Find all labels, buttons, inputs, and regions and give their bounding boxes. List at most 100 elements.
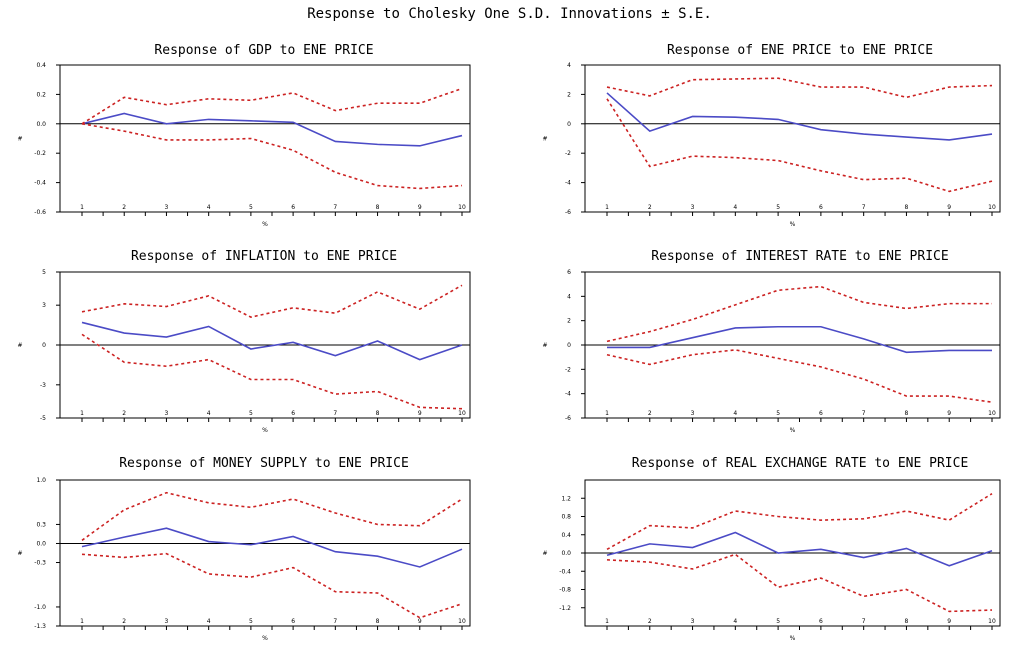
- x-tick-label: 5: [249, 410, 253, 417]
- y-tick-label: -0.4: [34, 180, 46, 187]
- x-tick-label: 10: [458, 204, 466, 211]
- x-tick-label: 2: [122, 204, 126, 211]
- y-tick-label: -0.8: [559, 587, 571, 594]
- x-tick-label: 10: [988, 204, 996, 211]
- x-axis-label: %: [790, 221, 796, 228]
- y-tick-label: -6: [565, 209, 571, 216]
- y-axis-label: #: [542, 550, 547, 557]
- x-tick-label: 4: [207, 618, 211, 625]
- y-tick-label: -2: [565, 366, 571, 373]
- upper-band-line: [606, 285, 992, 343]
- y-tick-label: 4: [567, 62, 571, 69]
- x-tick-label: 7: [862, 410, 866, 417]
- x-tick-label: 7: [333, 618, 337, 625]
- y-tick-label: 0.4: [36, 62, 46, 69]
- x-tick-label: 4: [733, 410, 737, 417]
- panel-title: Response of INFLATION to ENE PRICE: [131, 249, 397, 264]
- panel-title: Response of REAL EXCHANGE RATE to ENE PR…: [632, 456, 969, 471]
- x-tick-label: 5: [249, 204, 253, 211]
- lower-band-line: [606, 98, 993, 193]
- x-tick-label: 1: [605, 204, 609, 211]
- upper-band-line: [81, 284, 463, 318]
- x-tick-label: 5: [776, 204, 780, 211]
- y-tick-label: 0.4: [561, 532, 571, 539]
- y-tick-label: -3: [40, 382, 46, 389]
- lower-band-line: [606, 349, 993, 403]
- x-axis-label: %: [790, 427, 796, 434]
- x-tick-label: 5: [249, 618, 253, 625]
- y-tick-label: 4: [567, 293, 571, 300]
- x-tick-label: 7: [333, 410, 337, 417]
- x-axis-label: %: [262, 635, 268, 642]
- y-tick-label: -0.6: [34, 209, 46, 216]
- x-tick-label: 2: [648, 204, 652, 211]
- y-tick-label: -0.4: [559, 568, 571, 575]
- x-tick-label: 8: [376, 204, 380, 211]
- y-tick-label: -4: [565, 391, 571, 398]
- panel-title: Response of GDP to ENE PRICE: [154, 43, 373, 58]
- x-tick-label: 7: [862, 204, 866, 211]
- plot-frame: [59, 64, 471, 213]
- y-tick-label: -4: [565, 180, 571, 187]
- x-tick-label: 6: [819, 618, 823, 625]
- x-tick-label: 10: [458, 410, 466, 417]
- x-tick-label: 10: [458, 618, 466, 625]
- lower-band-line: [81, 123, 463, 190]
- y-axis-label: #: [17, 136, 22, 143]
- x-tick-label: 3: [691, 410, 695, 417]
- x-tick-label: 4: [733, 618, 737, 625]
- y-tick-label: 1.0: [36, 477, 46, 484]
- y-axis-label: #: [542, 136, 547, 143]
- panel-title: Response of INTEREST RATE to ENE PRICE: [651, 249, 948, 264]
- lower-band-line: [606, 553, 993, 613]
- y-tick-label: 0.0: [36, 540, 46, 547]
- y-tick-label: 0: [42, 342, 46, 349]
- plot-frame: [59, 479, 471, 627]
- x-tick-label: 5: [776, 618, 780, 625]
- y-tick-label: 0.8: [561, 514, 571, 521]
- x-tick-label: 9: [418, 410, 422, 417]
- y-axis-label: #: [542, 342, 547, 349]
- y-tick-label: -0.3: [34, 560, 46, 567]
- x-tick-label: 9: [418, 204, 422, 211]
- y-axis-label: #: [17, 342, 22, 349]
- x-tick-label: 2: [648, 618, 652, 625]
- x-tick-label: 1: [80, 618, 84, 625]
- x-tick-label: 10: [988, 410, 996, 417]
- x-tick-label: 6: [819, 204, 823, 211]
- x-tick-label: 8: [905, 204, 909, 211]
- y-tick-label: -6: [565, 415, 571, 422]
- x-tick-label: 6: [291, 410, 295, 417]
- panel-title: Response of MONEY SUPPLY to ENE PRICE: [119, 456, 409, 471]
- x-tick-label: 6: [819, 410, 823, 417]
- y-tick-label: 2: [567, 91, 571, 98]
- response-line: [81, 321, 463, 361]
- y-tick-label: 3: [42, 302, 46, 309]
- main-title: Response to Cholesky One S.D. Innovation…: [307, 6, 712, 22]
- x-tick-label: 3: [165, 410, 169, 417]
- x-axis-label: %: [790, 635, 796, 642]
- x-tick-label: 8: [905, 618, 909, 625]
- response-line: [607, 325, 992, 354]
- y-tick-label: 5: [42, 269, 46, 276]
- x-axis-label: %: [262, 427, 268, 434]
- y-tick-label: 2: [567, 318, 571, 325]
- y-tick-label: 0.2: [36, 91, 46, 98]
- x-axis-label: %: [262, 221, 268, 228]
- response-line: [606, 92, 993, 141]
- y-tick-label: -1.3: [34, 623, 46, 630]
- y-tick-label: -0.2: [34, 150, 46, 157]
- y-tick-label: -2: [565, 150, 571, 157]
- x-tick-label: 1: [605, 618, 609, 625]
- x-tick-label: 2: [122, 618, 126, 625]
- x-tick-label: 9: [947, 204, 951, 211]
- y-tick-label: 0: [567, 342, 571, 349]
- x-tick-label: 7: [862, 618, 866, 625]
- x-tick-label: 9: [947, 618, 951, 625]
- y-tick-label: 6: [567, 269, 571, 276]
- y-tick-label: 0.0: [36, 121, 46, 128]
- upper-band-line: [606, 493, 993, 551]
- x-tick-label: 8: [905, 410, 909, 417]
- y-tick-label: -5: [40, 415, 46, 422]
- plot-frame: [584, 64, 1001, 213]
